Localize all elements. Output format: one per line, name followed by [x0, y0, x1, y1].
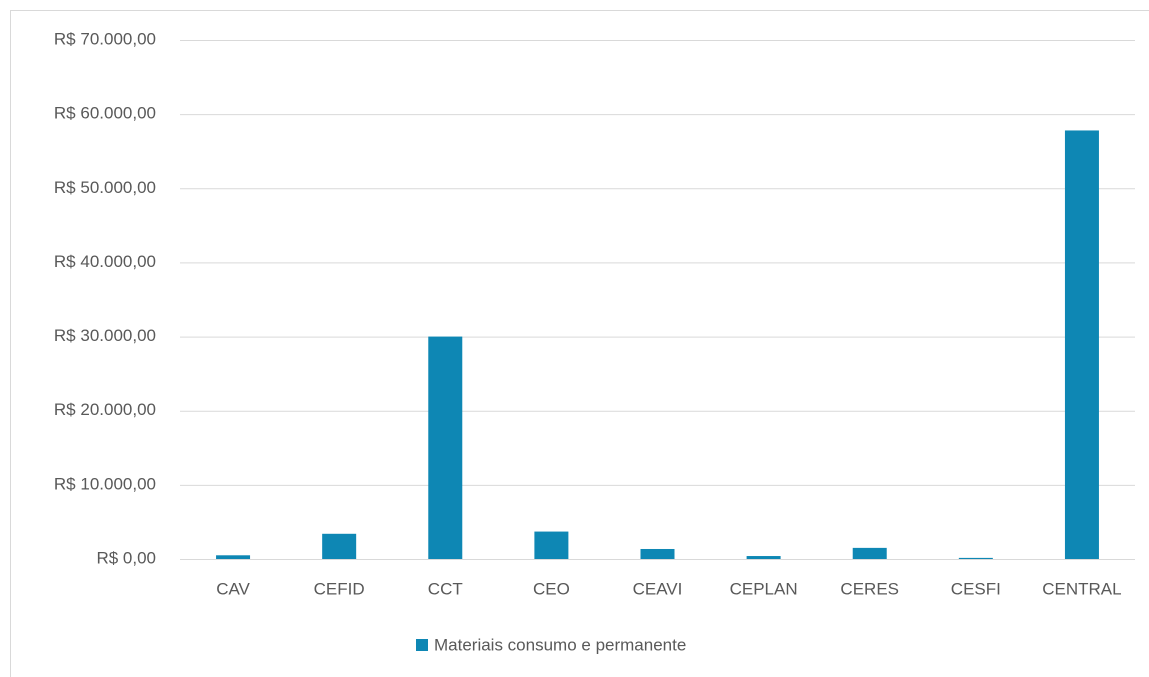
bar [1064, 130, 1099, 559]
y-tick-label: R$ 70.000,00 [54, 29, 156, 48]
legend-label: Materiais consumo e permanente [434, 635, 686, 654]
x-tick-label: CESFI [951, 579, 1001, 598]
x-tick-label: CAV [216, 579, 250, 598]
x-tick-label: CERES [840, 579, 899, 598]
bar [216, 555, 251, 559]
y-tick-label: R$ 40.000,00 [54, 252, 156, 271]
y-tick-label: R$ 0,00 [96, 548, 156, 567]
x-tick-label: CEO [533, 579, 570, 598]
bar [428, 336, 463, 559]
y-tick-label: R$ 30.000,00 [54, 326, 156, 345]
legend-swatch [416, 639, 428, 651]
bar [958, 557, 993, 559]
y-tick-label: R$ 50.000,00 [54, 178, 156, 197]
x-tick-label: CEAVI [633, 579, 683, 598]
x-tick-label: CCT [428, 579, 463, 598]
x-tick-label: CENTRAL [1042, 579, 1121, 598]
x-tick-label: CEFID [314, 579, 365, 598]
y-tick-label: R$ 10.000,00 [54, 474, 156, 493]
bar [322, 533, 357, 559]
x-tick-label: CEPLAN [730, 579, 798, 598]
y-tick-label: R$ 20.000,00 [54, 400, 156, 419]
bar [746, 556, 781, 559]
chart-frame [10, 10, 1149, 677]
bar [534, 531, 569, 559]
y-tick-label: R$ 60.000,00 [54, 104, 156, 123]
bar [640, 548, 675, 559]
bar [852, 547, 887, 559]
